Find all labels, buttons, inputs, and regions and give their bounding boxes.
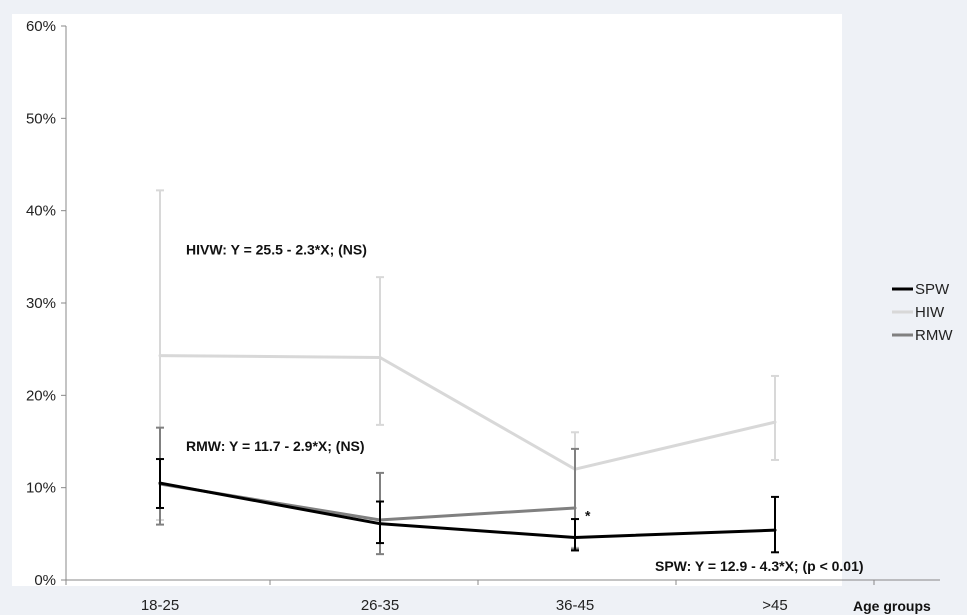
data-point (773, 420, 777, 424)
y-tick-label: 20% (26, 387, 56, 404)
annotation-layer: HIVW: Y = 25.5 - 2.3*X; (NS) RMW: Y = 11.… (186, 241, 864, 574)
y-tick-label: 40% (26, 203, 56, 220)
data-point (573, 536, 577, 540)
y-axis: 0% 10% 20% 30% 40% 50% 60% (26, 18, 67, 589)
data-point (573, 506, 577, 510)
series-spw (156, 458, 779, 554)
series-layer (156, 189, 779, 556)
data-point (158, 481, 162, 485)
data-point (158, 354, 162, 358)
x-tick-label: 26-35 (361, 597, 399, 614)
y-tick-label: 60% (26, 18, 56, 35)
x-tick-label: 36-45 (556, 597, 594, 614)
y-tick-label: 10% (26, 480, 56, 497)
legend-label: SPW (915, 281, 950, 298)
data-point (378, 522, 382, 526)
chart-annotation: RMW: Y = 11.7 - 2.9*X; (NS) (186, 438, 365, 454)
x-axis: 18-25 26-35 36-45 >45 (65, 579, 940, 614)
legend-label: HIW (915, 304, 945, 321)
series-line (159, 354, 776, 471)
data-point (773, 528, 777, 532)
y-tick-label: 0% (34, 572, 56, 589)
series-line (159, 481, 776, 540)
data-point (378, 355, 382, 359)
chart-annotation: * (585, 507, 591, 523)
x-tick-label: >45 (762, 597, 787, 614)
y-tick-label: 50% (26, 110, 56, 127)
legend: SPW HIW RMW (892, 281, 953, 344)
chart-annotation: SPW: Y = 12.9 - 4.3*X; (p < 0.01) (655, 558, 864, 574)
x-tick-label: 18-25 (141, 597, 179, 614)
chart-annotation: HIVW: Y = 25.5 - 2.3*X; (NS) (186, 241, 367, 257)
y-tick-label: 30% (26, 295, 56, 312)
x-axis-title: Age groups (853, 598, 931, 614)
plot-background (12, 14, 842, 586)
legend-label: RMW (915, 327, 953, 344)
